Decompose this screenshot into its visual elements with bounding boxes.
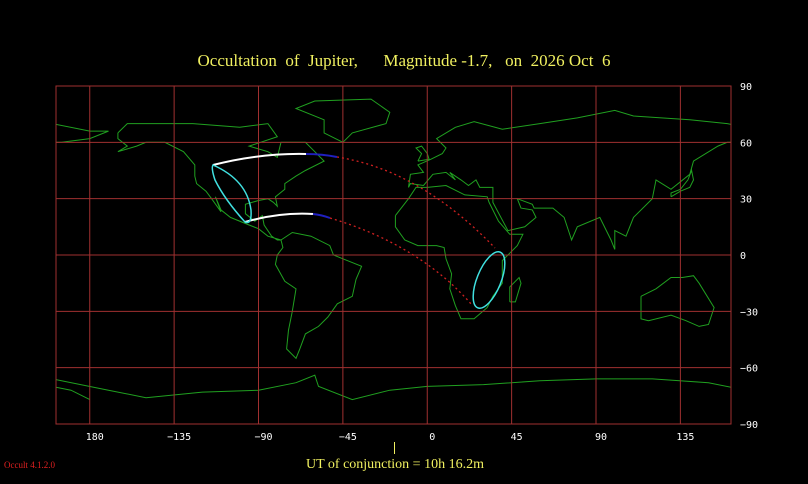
coastline-japan [0, 171, 19, 197]
lon-tick-label: 0 [429, 432, 435, 443]
southern-limit-day [244, 212, 314, 223]
lat-tick-label: 0 [740, 251, 746, 262]
lon-tick-label: −135 [167, 432, 191, 443]
rise-set-curve-africa [472, 251, 506, 309]
coastline-north-america [117, 123, 325, 241]
coastline-africa [394, 184, 524, 320]
coastline-madagascar [509, 276, 522, 303]
northern-limit-day [212, 152, 307, 166]
coastline-antarctica [56, 386, 91, 401]
lat-tick-label: 30 [740, 195, 752, 206]
coastline-great-britain [415, 145, 430, 162]
map-title: Occultation of Jupiter, Magnitude -1.7, … [197, 51, 611, 70]
lat-tick-label: −60 [740, 364, 758, 375]
northern-limit-night [336, 156, 496, 249]
lon-tick-label: −45 [339, 432, 357, 443]
lat-tick-label: −90 [740, 420, 758, 431]
lon-tick-label: 180 [86, 432, 104, 443]
conjunction-marker [394, 442, 395, 454]
coastline-eurasia [408, 109, 731, 250]
lon-tick-label: 135 [676, 432, 694, 443]
conjunction-time: UT of conjunction = 10h 16.2m [306, 457, 484, 472]
lon-tick-label: −90 [254, 432, 272, 443]
rise-set-curve-america [211, 164, 252, 224]
lon-tick-label: 90 [595, 432, 607, 443]
coastline-australia [0, 276, 39, 327]
southern-limit-twilight [312, 213, 331, 219]
occultation-paths [211, 152, 506, 309]
version-label: Occult 4.1.2.0 [4, 460, 55, 470]
axis-labels: 180 −135 −90 −45 0 45 90 135 90 60 30 0 −30 −60 −90 [86, 82, 758, 443]
coastlines [0, 98, 731, 401]
coastline-eurasia [56, 123, 109, 143]
northern-limit-twilight [305, 153, 338, 158]
lat-tick-label: 90 [740, 82, 752, 93]
coastline-antarctica [56, 374, 731, 401]
grid [55, 85, 732, 425]
lat-tick-label: 60 [740, 138, 752, 149]
southern-limit-night [329, 217, 473, 306]
lat-tick-label: −30 [740, 307, 758, 318]
lon-tick-label: 45 [511, 432, 523, 443]
coastline-australia [640, 275, 715, 327]
coastline-japan [670, 168, 695, 198]
coastline-south-america [274, 231, 363, 360]
